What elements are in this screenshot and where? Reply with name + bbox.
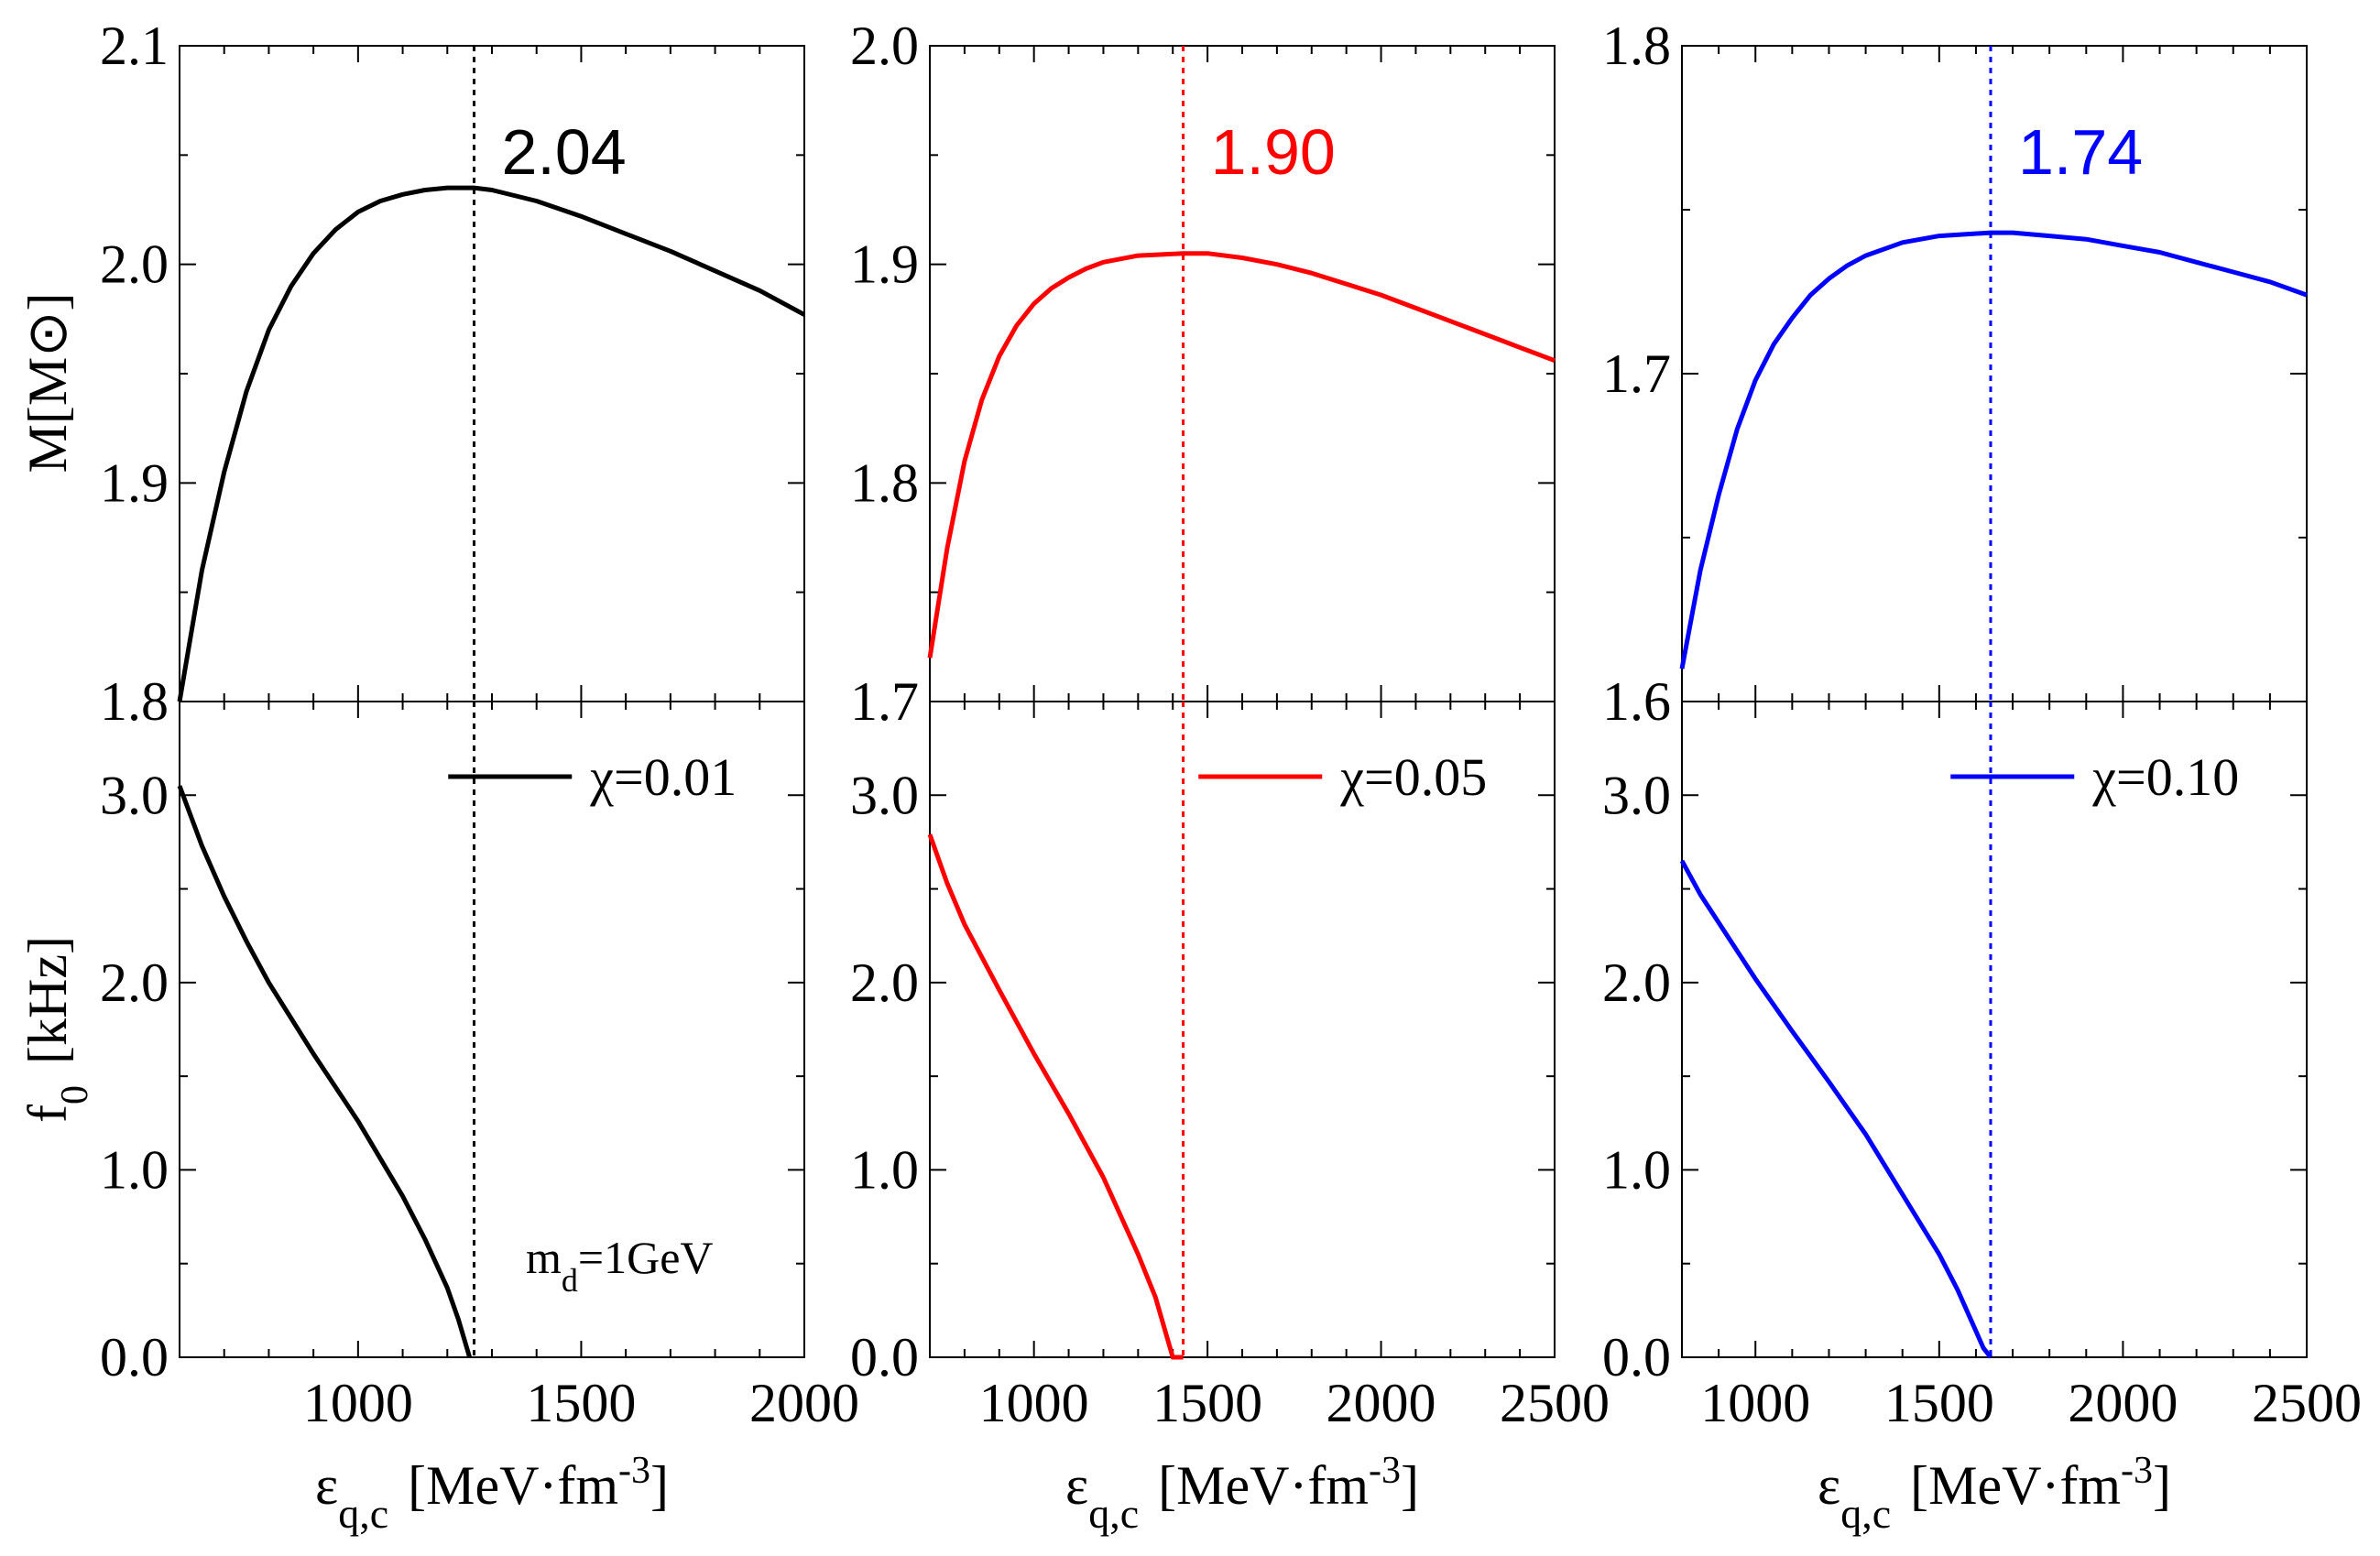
plot-frame xyxy=(1681,701,2308,1358)
y-tick-label: 0.0 xyxy=(850,1327,919,1387)
chart-panel-top-right: 1.6 1.7 1.8 1.74 xyxy=(1602,16,2308,732)
y-tick-label: 0.0 xyxy=(1602,1327,1671,1387)
series-line xyxy=(177,185,806,702)
chart-panel-top-left: 1.8 1.9 2.0 2.1 2.04 M[M⊙] xyxy=(17,16,806,732)
y-tick-label: 1.7 xyxy=(1602,343,1671,404)
x-axis-label: εq,c [MeV·fm-3] xyxy=(1818,1450,2171,1537)
max-mass-annotation: 1.90 xyxy=(1211,116,1336,188)
y-tick-label: 3.0 xyxy=(100,765,169,825)
chart-panel-bottom-left: 0.0 1.0 2.0 3.0 1000 1500 2000 χ=0.01 md=1GeV f0 … xyxy=(17,701,859,1537)
x-tick-label: 1000 xyxy=(979,1373,1089,1433)
x-tick-label: 2000 xyxy=(2068,1373,2178,1433)
y-tick-label: 2.0 xyxy=(850,16,919,76)
x-tick-label: 2500 xyxy=(2252,1373,2362,1433)
legend-label: χ=0.10 xyxy=(2091,747,2239,807)
y-tick-label: 0.0 xyxy=(100,1327,169,1387)
y-tick-label: 2.0 xyxy=(100,952,169,1013)
x-tick-label: 1000 xyxy=(303,1373,413,1433)
chart-panel-bottom-right: 0.0 1.0 2.0 3.0 1000 1500 2000 2500 χ=0.10 εq,c [… xyxy=(1602,701,2362,1537)
y-tick-label: 1.8 xyxy=(100,671,169,732)
series-line xyxy=(927,251,1556,658)
x-tick-label: 1500 xyxy=(1884,1373,1994,1433)
x-tick-label: 1500 xyxy=(1152,1373,1262,1433)
y-tick-label: 1.0 xyxy=(1602,1139,1671,1200)
y-tick-label: 3.0 xyxy=(850,765,919,825)
max-mass-annotation: 1.74 xyxy=(2018,116,2143,188)
y-tick-label: 1.0 xyxy=(100,1139,169,1200)
max-mass-annotation: 2.04 xyxy=(502,116,627,188)
parameter-note: md=1GeV xyxy=(526,1232,714,1299)
legend-label: χ=0.05 xyxy=(1339,747,1487,807)
series-line xyxy=(1679,230,2308,669)
y-tick-label: 2.1 xyxy=(100,16,169,76)
legend-label: χ=0.01 xyxy=(589,747,737,807)
x-axis-label: εq,c [MeV·fm-3] xyxy=(315,1450,669,1537)
x-axis-label: εq,c [MeV·fm-3] xyxy=(1065,1450,1419,1537)
y-axis-label-frequency: f0 [kHz] xyxy=(17,936,96,1123)
y-tick-label: 1.9 xyxy=(100,452,169,513)
chart-panel-bottom-middle: 0.0 1.0 2.0 3.0 1000 1500 2000 2500 χ=0.05 εq,c [… xyxy=(850,701,1610,1537)
panels: 1.8 1.9 2.0 2.1 2.04 M[M⊙] 1.7 1.8 1.9 2.0 1.90 1.6… xyxy=(17,16,2362,1537)
y-tick-label: 1.0 xyxy=(850,1139,919,1200)
y-tick-label: 2.0 xyxy=(850,952,919,1013)
x-tick-label: 2500 xyxy=(1500,1373,1610,1433)
x-tick-label: 1000 xyxy=(1700,1373,1810,1433)
chart-panel-top-middle: 1.7 1.8 1.9 2.0 1.90 xyxy=(850,16,1556,732)
y-tick-label: 1.9 xyxy=(850,234,919,295)
x-tick-label: 2000 xyxy=(1326,1373,1436,1433)
y-tick-label: 1.8 xyxy=(1602,16,1671,76)
y-tick-label: 2.0 xyxy=(100,234,169,295)
x-tick-label: 2000 xyxy=(749,1373,859,1433)
plot-frame xyxy=(179,45,805,702)
y-tick-label: 2.0 xyxy=(1602,952,1671,1013)
y-tick-label: 3.0 xyxy=(1602,765,1671,825)
series-line xyxy=(1679,859,1992,1359)
series-line xyxy=(177,785,472,1358)
y-tick-label: 1.8 xyxy=(850,452,919,513)
plot-frame xyxy=(1681,45,2308,702)
series-line xyxy=(927,833,1184,1360)
y-tick-label: 1.7 xyxy=(850,671,919,732)
y-tick-label: 1.6 xyxy=(1602,671,1671,732)
y-axis-label-mass: M[M⊙] xyxy=(17,293,78,473)
x-tick-label: 1500 xyxy=(526,1373,636,1433)
